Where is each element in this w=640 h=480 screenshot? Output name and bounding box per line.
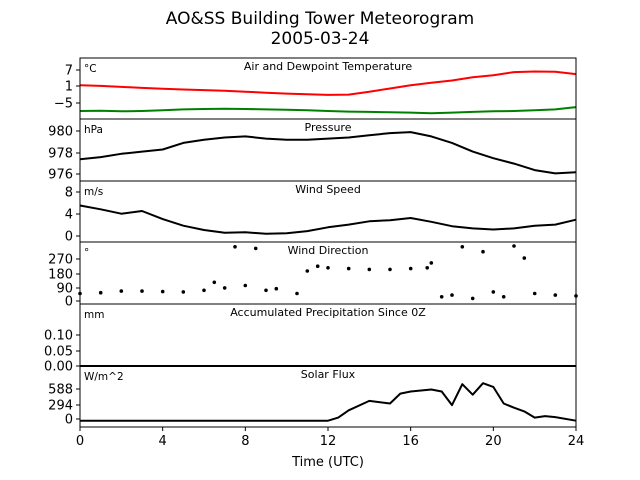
panel-3-point-22 xyxy=(425,266,430,270)
panels: 71 −5 °C Air and Dewpoint Temperature 980 978… xyxy=(44,57,578,428)
panel-3-title: Wind Direction xyxy=(288,244,369,257)
panel-0-title: Air and Dewpoint Temperature xyxy=(244,60,412,73)
panel-4-unit: mm xyxy=(84,309,104,321)
x-tick-label-6: 24 xyxy=(568,434,585,449)
panel-3-point-33 xyxy=(532,291,537,296)
panel-5-ytick-label-2: 0 xyxy=(65,413,73,428)
panel-0-ytick-label-1: 1 xyxy=(65,80,73,95)
panel-2-ytick-label-2: 0 xyxy=(65,230,73,245)
panel-3-point-27 xyxy=(470,296,475,301)
panel-1: 980 978 976 hPa Pressure xyxy=(48,118,577,183)
panel-3-ytick-label-2: 90 xyxy=(56,282,73,297)
panel-1-ytick-label-2: 976 xyxy=(48,168,73,183)
panel-3-point-15 xyxy=(305,269,310,273)
x-tick-label-3: 12 xyxy=(320,434,337,449)
panel-3-point-21 xyxy=(408,266,413,271)
panel-2: 8 4 0 m/s Wind Speed xyxy=(65,180,577,245)
panel-1-ytick-label-0: 980 xyxy=(48,125,73,140)
x-axis-label: Time (UTC) xyxy=(291,455,364,470)
panel-5-unit: W/m^2 xyxy=(84,371,124,383)
panel-3-point-12 xyxy=(264,288,268,293)
panel-3-point-25 xyxy=(450,293,454,297)
panel-3-point-9 xyxy=(233,245,237,249)
panel-3-point-11 xyxy=(253,246,258,251)
panel-5-title: Solar Flux xyxy=(301,368,356,381)
panel-3-point-31 xyxy=(512,244,516,248)
panel-3-ytick-label-0: 270 xyxy=(48,253,73,268)
panel-2-ytick-label-0: 8 xyxy=(65,186,73,201)
panel-3-point-4 xyxy=(160,289,165,294)
panel-3-point-17 xyxy=(326,266,330,270)
panel-0-unit: °C xyxy=(84,63,97,75)
panel-1-series-0 xyxy=(79,131,577,175)
panel-4-ytick-label-2: 0.00 xyxy=(44,360,73,375)
panel-3-point-18 xyxy=(346,266,351,271)
figure-subtitle: 2005-03-24 xyxy=(271,29,370,49)
panel-3-point-13 xyxy=(274,286,279,291)
panel-3-ytick-label-1: 180 xyxy=(48,268,73,283)
panel-2-series-0 xyxy=(79,204,577,235)
panel-5-ytick-label-1: 294 xyxy=(48,399,73,414)
panel-3-ytick-label-3: 0 xyxy=(65,295,73,310)
panel-3-point-20 xyxy=(388,267,392,272)
panel-3-point-34 xyxy=(553,293,558,297)
panel-1-title: Pressure xyxy=(305,121,352,134)
panel-4-ytick-label-0: 0.10 xyxy=(44,329,73,344)
panel-3-point-26 xyxy=(460,245,465,249)
panel-0: 71 −5 °C Air and Dewpoint Temperature xyxy=(54,57,577,120)
panel-3-point-29 xyxy=(491,290,496,294)
panel-3-point-10 xyxy=(243,283,248,288)
x-tick-label-4: 16 xyxy=(402,434,419,449)
panel-3-point-19 xyxy=(367,267,372,272)
x-tick-label-0: 0 xyxy=(76,434,84,449)
panel-3-point-5 xyxy=(181,290,186,294)
x-axis: 0 4 8 12 16 20 24 xyxy=(76,427,584,449)
panel-3-point-16 xyxy=(315,264,320,269)
panel-3-point-30 xyxy=(501,295,506,299)
x-tick-label-2: 8 xyxy=(241,434,249,449)
panel-0-ytick-label-0: 7 xyxy=(65,64,73,79)
panel-3-point-7 xyxy=(212,280,217,285)
panel-3-point-32 xyxy=(522,256,527,260)
panel-1-ytick-label-1: 978 xyxy=(48,147,73,162)
panel-3-point-8 xyxy=(222,286,227,290)
panel-0-series-1 xyxy=(79,106,577,115)
panel-0-ytick-label-2: −5 xyxy=(54,97,73,112)
figure-title: AO&SS Building Tower Meteorogram xyxy=(166,9,474,29)
x-tick-label-5: 20 xyxy=(485,434,502,449)
panel-3-point-14 xyxy=(295,291,299,296)
panel-3-point-6 xyxy=(202,288,206,293)
panel-3-point-24 xyxy=(439,295,444,299)
panel-4-title: Accumulated Precipitation Since 0Z xyxy=(230,306,426,319)
panel-1-unit: hPa xyxy=(84,124,103,136)
panel-5-ytick-label-0: 588 xyxy=(48,383,73,398)
x-tick-label-1: 4 xyxy=(159,434,167,449)
panel-3-point-28 xyxy=(481,249,485,254)
panel-3-point-23 xyxy=(429,261,434,265)
panel-3-point-3 xyxy=(140,289,144,293)
panel-3-point-1 xyxy=(98,290,103,295)
panel-3-point-2 xyxy=(119,289,124,293)
panel-4: 0.100.050.00 mm Accumulated Precipitation … xyxy=(44,303,577,375)
panel-2-title: Wind Speed xyxy=(295,183,361,196)
panel-0-series-0 xyxy=(79,70,577,96)
panel-2-unit: m/s xyxy=(84,186,103,198)
panel-2-ytick-label-1: 4 xyxy=(65,208,73,223)
panel-5-series-0 xyxy=(80,382,577,422)
panel-3-unit: ° xyxy=(84,247,89,259)
panel-4-ytick-label-1: 0.05 xyxy=(44,345,73,360)
